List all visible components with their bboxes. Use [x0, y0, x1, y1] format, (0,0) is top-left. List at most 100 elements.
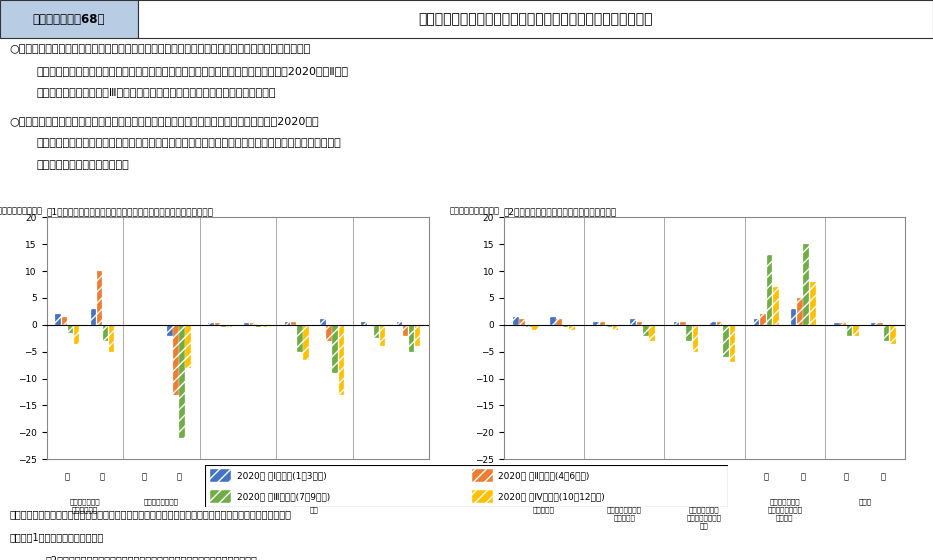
Bar [550, 317, 555, 325]
Bar [636, 322, 642, 325]
Bar [877, 323, 883, 325]
Bar [68, 325, 73, 333]
Bar [256, 325, 261, 328]
Bar [773, 287, 779, 325]
Text: 2020年 第Ⅰ四半期(1－3月期): 2020年 第Ⅰ四半期(1－3月期) [237, 471, 327, 480]
Bar [556, 319, 562, 325]
Bar [0, 0, 138, 38]
Bar [327, 325, 331, 341]
Text: （前年同期差・万人）: （前年同期差・万人） [0, 206, 43, 215]
Bar [472, 490, 493, 503]
Text: 近くに仕事があり
そうにない: 近くに仕事があり そうにない [526, 498, 562, 512]
Bar [415, 325, 421, 346]
Bar [870, 323, 876, 325]
Bar [303, 325, 309, 360]
Bar [403, 325, 408, 335]
Bar [810, 282, 815, 325]
Text: その他: その他 [858, 498, 871, 505]
Bar [208, 323, 214, 325]
Bar [834, 323, 840, 325]
Bar [211, 469, 231, 483]
Text: 2020年 第Ⅲ四半期(7－9月期): 2020年 第Ⅲ四半期(7－9月期) [237, 492, 330, 501]
Text: 女: 女 [881, 473, 885, 482]
Bar [649, 325, 655, 341]
Bar [332, 325, 338, 373]
Text: 非労働力人口のうち就職希望のある者が求職活動をしない理由: 非労働力人口のうち就職希望のある者が求職活動をしない理由 [418, 12, 653, 26]
Text: 期（４－６月期）から第Ⅲ四半期（７－９月期）にかけて特に女性で増加した。: 期（４－６月期）から第Ⅲ四半期（７－９月期）にかけて特に女性で増加した。 [36, 87, 276, 97]
Text: 男: 男 [141, 473, 146, 482]
Text: 今の景気や季節
では仕事がありそ
うにない: 今の景気や季節 では仕事がありそ うにない [767, 498, 802, 521]
Text: 女: 女 [560, 473, 564, 482]
Text: 適当な仕事があ
りそうにない: 適当な仕事があ りそうにない [70, 498, 100, 512]
Bar [803, 244, 809, 325]
Bar [606, 325, 612, 328]
Bar [55, 314, 61, 325]
Text: 男: 男 [604, 473, 608, 482]
Text: 通じて増加しており、特に女性の増加幅が大きい一方で、女性の「出産・育児のため」「健康上の理: 通じて増加しており、特に女性の増加幅が大きい一方で、女性の「出産・育児のため」「… [36, 138, 341, 148]
Text: 女: 女 [100, 473, 105, 482]
Bar [250, 323, 255, 325]
Text: 由のため」の減少が目立つ。: 由のため」の減少が目立つ。 [36, 160, 130, 170]
Bar [884, 325, 889, 341]
Bar [643, 325, 648, 335]
Bar [841, 323, 846, 325]
Bar [513, 317, 519, 325]
Text: 女: 女 [329, 473, 335, 482]
Text: 健康上の理由の
ため: 健康上の理由の ため [299, 498, 329, 512]
Bar [167, 325, 173, 335]
Bar [409, 325, 414, 352]
Bar [710, 322, 716, 325]
Bar [847, 325, 853, 335]
Text: 2020年 第Ⅱ四半期(4－6月期): 2020年 第Ⅱ四半期(4－6月期) [498, 471, 590, 480]
Text: 女: 女 [253, 473, 258, 482]
Bar [693, 325, 699, 352]
Bar [138, 0, 933, 38]
Bar [211, 490, 231, 503]
Text: と、「適当な仕事がありそうにない」という理由で非労働力人口になっている者が、2020年第Ⅱ四半: と、「適当な仕事がありそうにない」という理由で非労働力人口になっている者が、20… [36, 66, 349, 76]
Bar [472, 469, 493, 483]
Bar [215, 323, 220, 325]
Bar [97, 271, 102, 325]
Text: 男: 男 [684, 473, 689, 482]
Bar [174, 325, 178, 395]
Bar [298, 325, 302, 352]
Text: 女: 女 [176, 473, 182, 482]
Text: 女: 女 [640, 473, 645, 482]
Text: 女: 女 [720, 473, 725, 482]
Text: 男: 男 [217, 473, 223, 482]
Bar [526, 325, 532, 328]
Bar [630, 319, 635, 325]
Text: 男: 男 [844, 473, 849, 482]
Bar [361, 322, 367, 325]
Text: 女: 女 [406, 473, 411, 482]
Bar [520, 319, 525, 325]
Bar [533, 325, 538, 330]
Bar [291, 322, 297, 325]
Bar [221, 325, 226, 328]
Bar [569, 325, 575, 330]
Bar [723, 325, 729, 357]
Text: 介護・看護のため: 介護・看護のため [220, 498, 256, 505]
Text: 女: 女 [801, 473, 805, 482]
Bar [380, 325, 385, 346]
Bar [339, 325, 344, 395]
Bar [62, 317, 67, 325]
Text: （2）「適当な仕事がありそうにない」の内訳: （2）「適当な仕事がありそうにない」の内訳 [504, 208, 617, 217]
Bar [754, 319, 759, 325]
Text: 2）男性の「出産・育児のため」はデータの欠損が多いため集計していない。: 2）男性の「出産・育児のため」はデータの欠損が多いため集計していない。 [46, 555, 258, 560]
Text: （前年同期差・万人）: （前年同期差・万人） [450, 206, 500, 215]
Text: 2020年 第Ⅳ四半期(10－12月期): 2020年 第Ⅳ四半期(10－12月期) [498, 492, 605, 501]
Bar [760, 314, 766, 325]
Text: 男: 男 [523, 473, 528, 482]
Text: （1）非労働力人口のうち就職希望のある者が求職活動をしない理由: （1）非労働力人口のうち就職希望のある者が求職活動をしない理由 [47, 208, 214, 217]
Text: 勤務時間・賃金な
どが希望にあう
仕事がありそうに
ない: 勤務時間・賃金な どが希望にあう 仕事がありそうに ない [687, 498, 722, 529]
Text: 自分の知識・能力
にあう仕事があり
そうにない: 自分の知識・能力 にあう仕事があり そうにない [606, 498, 642, 521]
Bar [600, 322, 606, 325]
Bar [854, 325, 859, 335]
Bar [397, 322, 402, 325]
Bar [790, 309, 796, 325]
Bar [109, 325, 115, 352]
Bar [374, 325, 379, 338]
Text: 男: 男 [64, 473, 70, 482]
Text: ○　そのうち「今の景気や季節では仕事がありそうにない」という理由の者は男女ともに2020年を: ○ そのうち「今の景気や季節では仕事がありそうにない」という理由の者は男女ともに… [9, 116, 319, 126]
